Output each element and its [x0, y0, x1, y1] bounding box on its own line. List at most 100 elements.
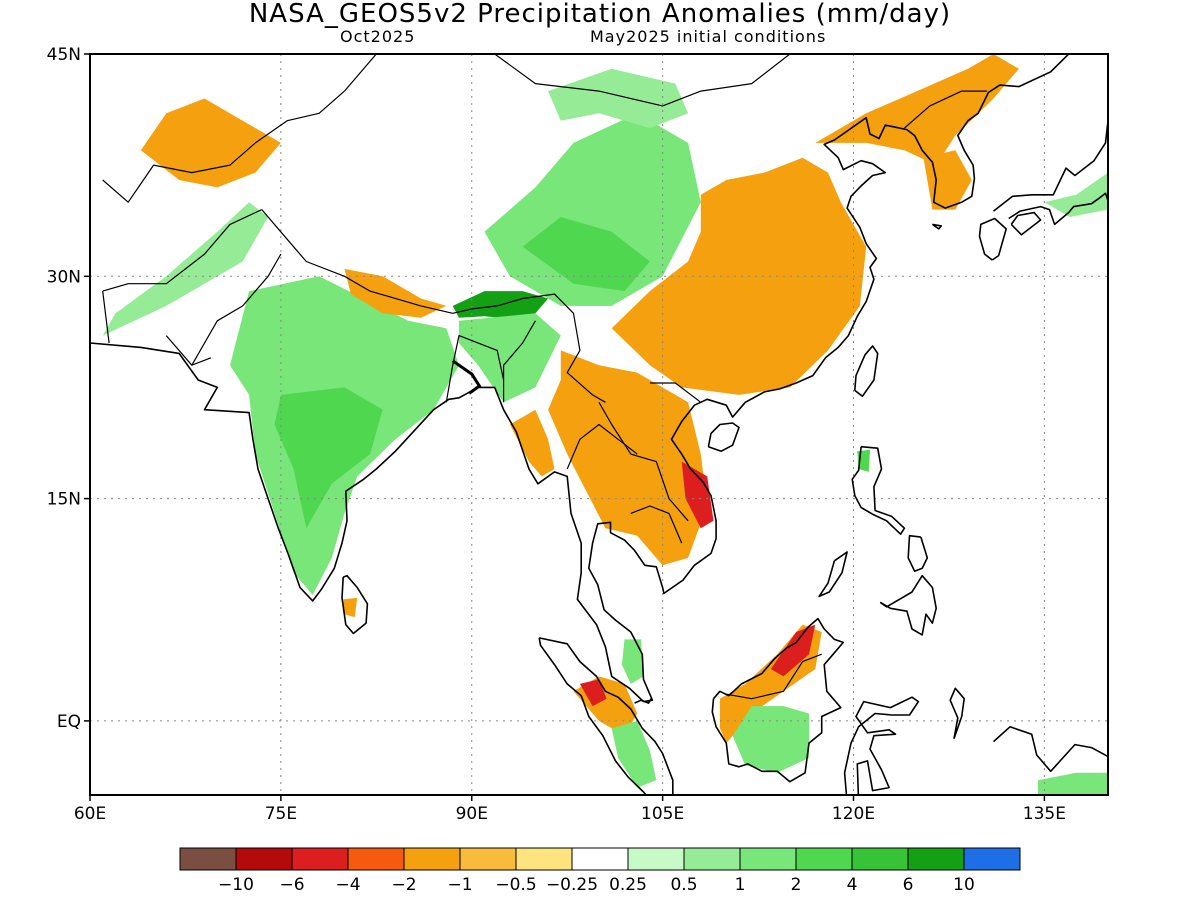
coastline-2: [707, 422, 740, 453]
lat-label-15N: 15N: [47, 490, 81, 510]
new-guinea-wet-region: [1038, 772, 1108, 795]
coastline-14: [1010, 211, 1042, 236]
sri-lanka-dry-region: [343, 597, 358, 618]
colorbar-label-2: −4: [335, 875, 360, 895]
colorbar-swatch-5: [459, 847, 517, 871]
colorbar-legend: −10 −6 −4 −2 −1 −0.5 −0.25 0.25 0.5 1 2 4 6 10: [179, 847, 1021, 895]
coastline-3: [854, 345, 879, 398]
colorbar-swatch-13: [907, 847, 965, 871]
initial-conditions-label: May2025 initial conditions: [590, 27, 827, 46]
colorbar-label-12: 6: [903, 875, 914, 895]
colorbar-label-1: −6: [279, 875, 304, 895]
northeast-china-korea-dry-region: [815, 54, 1019, 166]
coastline-1: [341, 574, 369, 635]
colorbar-swatch-2: [291, 847, 349, 871]
country-border-0: [261, 209, 606, 403]
colorbar-label-4: −1: [447, 875, 472, 895]
sumatra-strong-dry-region: [579, 679, 607, 707]
country-border-5: [630, 505, 683, 544]
coastline-17: [931, 223, 943, 230]
lon-label-75E: 75E: [265, 804, 297, 824]
coastline-8: [907, 534, 929, 573]
country-border-15: [726, 653, 822, 700]
coastline-4: [538, 637, 674, 795]
colorbar-label-9: 1: [735, 875, 746, 895]
mainland-se-asia-dry-region: [548, 350, 708, 566]
colorbar-swatch-11: [795, 847, 853, 871]
colorbar-swatch-1: [235, 847, 293, 871]
lat-label-30N: 30N: [47, 267, 81, 287]
colorbar-label-10: 2: [791, 875, 802, 895]
country-border-11: [191, 253, 282, 366]
malay-peninsula-wet-region: [621, 639, 644, 684]
country-border-4: [566, 423, 638, 470]
plot-frame: [89, 53, 1109, 796]
colorbar-swatch-14: [963, 847, 1021, 871]
gridlines: [90, 54, 1108, 795]
coastline-0: [90, 54, 1070, 703]
colorbar-swatch-10: [739, 847, 797, 871]
lon-label-90E: 90E: [456, 804, 488, 824]
lat-label-45N: 45N: [47, 45, 81, 65]
colorbar-swatch-0: [179, 847, 237, 871]
coastline-10: [843, 696, 920, 795]
country-border-1: [503, 320, 536, 403]
coastlines-and-borders: [90, 54, 1108, 795]
coastline-7: [879, 574, 938, 636]
coastline-13: [978, 217, 1008, 261]
northern-pakistan-dry-region: [140, 98, 281, 188]
colorbar-label-13: 10: [953, 875, 975, 895]
lon-label-120E: 120E: [832, 804, 875, 824]
colorbar-label-0: −10: [218, 875, 254, 895]
coastline-6: [851, 445, 906, 536]
colorbar-swatch-4: [403, 847, 461, 871]
mongolia-light-wet-region: [548, 68, 689, 129]
lon-label-60E: 60E: [74, 804, 106, 824]
myanmar-coast-dry-region: [509, 409, 555, 477]
colorbar-label-6: −0.25: [546, 875, 598, 895]
anomaly-fill-layer: [102, 54, 1108, 795]
tibet-strong-wet-region: [522, 217, 650, 292]
country-border-9: [102, 291, 110, 344]
coastline-11: [949, 687, 966, 739]
borneo-wet-region: [732, 706, 809, 773]
colorbar-swatch-6: [515, 847, 573, 871]
lon-label-105E: 105E: [641, 804, 684, 824]
colorbar-swatch-8: [627, 847, 685, 871]
ganges-delta-0: [451, 359, 482, 395]
axis-ticks-and-labels: 45N 30N 15N EQ 60E 75E 90E 105E 120E 135E: [47, 45, 1066, 824]
colorbar-swatch-3: [347, 847, 405, 871]
lat-label-EQ: EQ: [57, 712, 81, 732]
lon-label-135E: 135E: [1023, 804, 1066, 824]
colorbar-label-7: 0.25: [609, 875, 647, 895]
country-border-2: [445, 335, 505, 403]
forecast-month-label: Oct2025: [340, 27, 416, 46]
coastline-5: [711, 617, 845, 783]
coastline-9: [818, 551, 848, 598]
coastline-16: [1008, 192, 1108, 226]
colorbar-label-5: −0.5: [495, 875, 536, 895]
china-dry-anomaly-region: [611, 157, 867, 395]
country-border-13: [344, 54, 378, 92]
colorbar-swatch-12: [851, 847, 909, 871]
borneo-strong-dry-region: [770, 624, 816, 677]
coastline-12: [992, 725, 1108, 773]
colorbar-label-11: 4: [847, 875, 858, 895]
country-border-8: [102, 209, 263, 292]
sumatra-wet-region: [611, 720, 657, 788]
country-border-3: [598, 402, 689, 522]
colorbar-swatch-9: [683, 847, 741, 871]
vietnam-strong-dry-region: [681, 461, 714, 529]
colorbar-label-3: −2: [391, 875, 416, 895]
coastline-18: [634, 698, 652, 704]
map-title: NASA_GEOS5v2 Precipitation Anomalies (mm…: [248, 0, 952, 29]
colorbar-label-8: 0.5: [670, 875, 697, 895]
country-border-14: [904, 90, 988, 129]
country-border-7: [102, 90, 345, 203]
coastline-15: [993, 120, 1108, 212]
japan-light-wet-region: [1044, 172, 1108, 217]
korea-dry-region: [923, 150, 972, 210]
country-border-6: [649, 382, 702, 403]
colorbar-swatch-7: [571, 847, 629, 871]
